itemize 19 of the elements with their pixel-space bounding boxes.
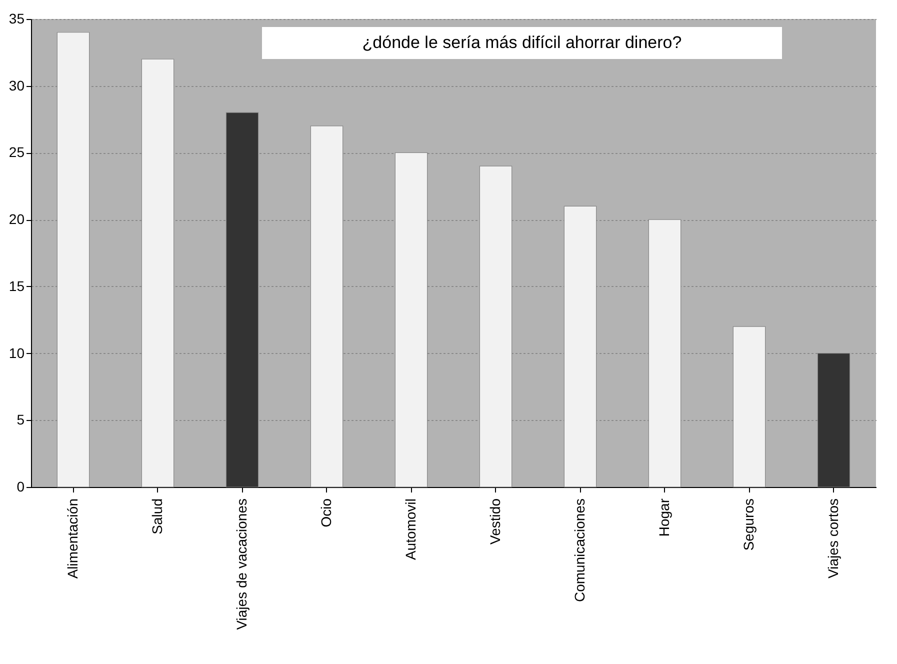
y-tick-label: 35 [8,10,25,26]
y-tick-label: 5 [16,412,25,428]
x-tick-label: Viajes de vacaciones [233,498,250,630]
x-tick-label: Ocio [318,498,334,528]
y-tick-label: 30 [8,77,25,94]
y-tick-label: 25 [8,144,25,160]
y-tick-label: 0 [16,478,25,494]
x-tick-label: Hogar [656,498,672,537]
title-box: ¿dónde le sería más difícil ahorrar dinero? [262,27,782,59]
x-tick-label: Vestido [486,498,503,544]
x-tick-label: Alimentación [64,498,80,579]
x-tick-label: Salud [148,498,165,534]
y-tick-label: 10 [8,344,25,361]
y-tick-label: 20 [8,211,25,228]
x-tick-label: Seguros [740,498,756,551]
x-tick-label: Automovil [402,498,418,560]
y-tick-label: 15 [8,278,25,294]
x-tick-label: Viajes cortos [824,498,841,578]
x-tick-label: Comunicaciones [571,498,588,602]
